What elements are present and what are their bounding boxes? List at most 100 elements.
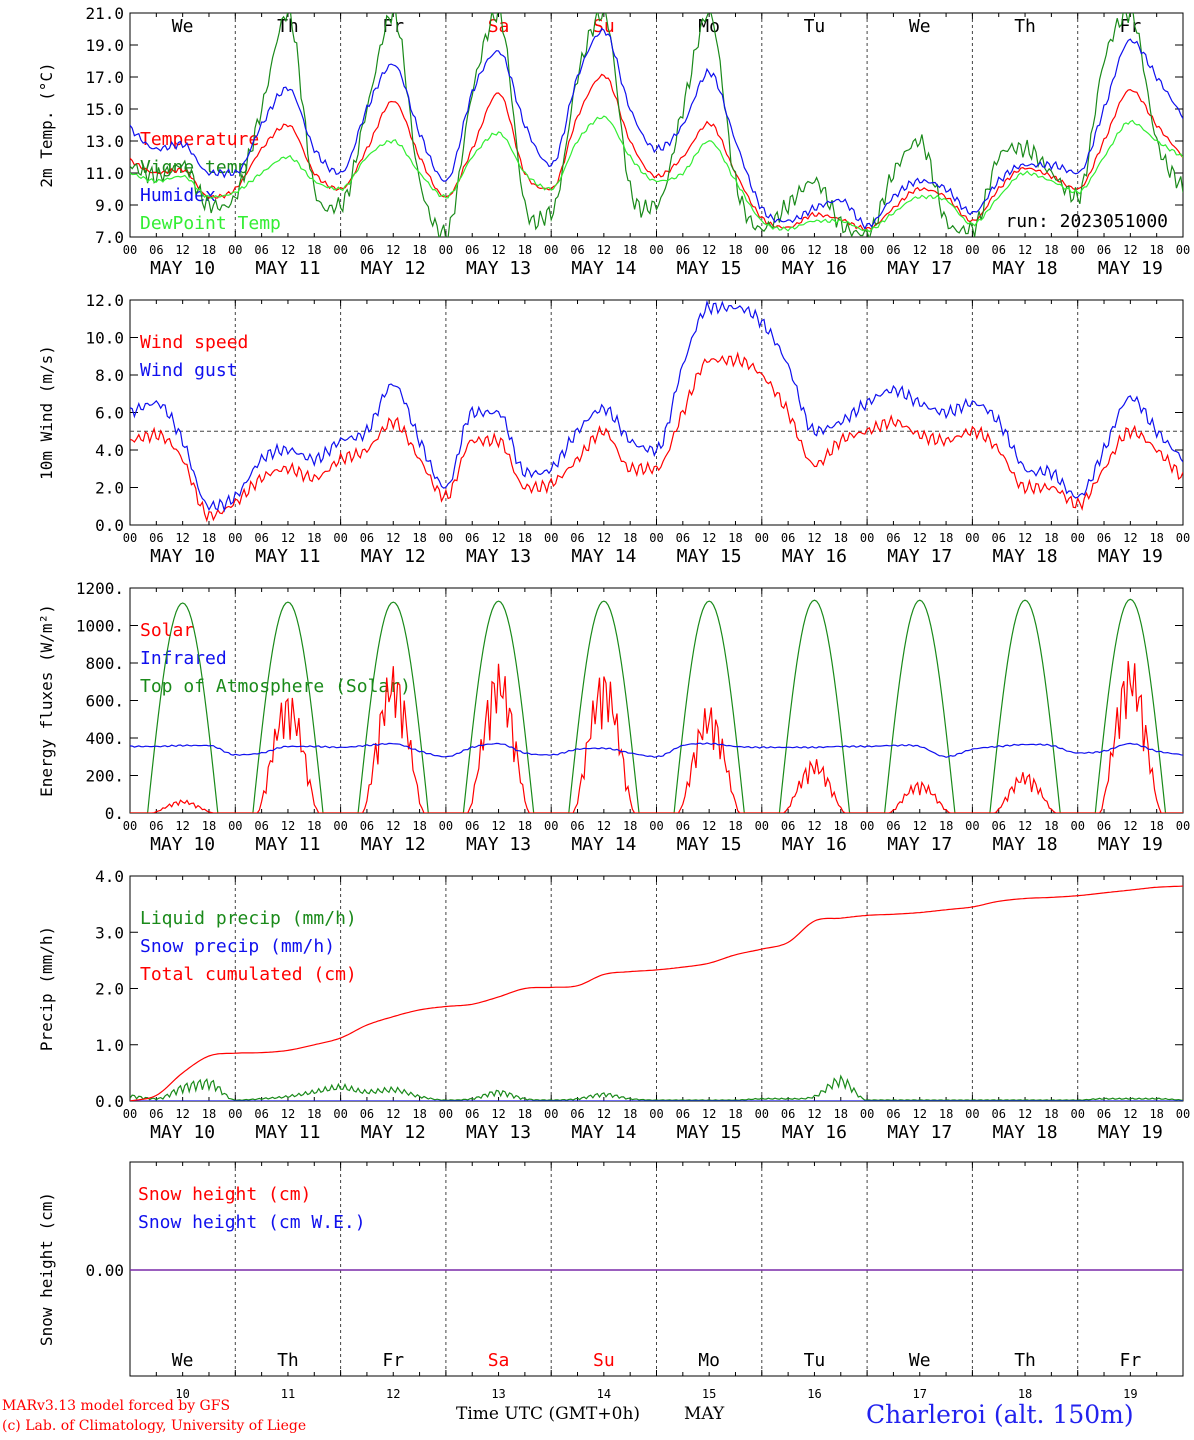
hour-tick-label: 18: [1044, 1107, 1058, 1121]
hour-tick-label: 00: [228, 243, 242, 257]
hour-tick-label: 00: [228, 819, 242, 833]
hour-tick-label: 18: [1149, 819, 1163, 833]
panel-2: 0.0 2.0 4.0 6.0 8.0 10.0 12.0 10m Wind (m/s) Win…: [37, 291, 1190, 567]
legend-entry: Solar: [140, 620, 194, 641]
hour-tick-label: 12: [807, 243, 821, 257]
hour-tick-label: 06: [254, 243, 268, 257]
hour-tick-label: 18: [307, 531, 321, 545]
weekday-label: Su: [593, 1350, 615, 1371]
y-tick-label: 11.0: [85, 164, 124, 183]
panel-5: 0.00 Snow height (cm) Snow height (cm) Snow…: [37, 1161, 1184, 1401]
date-label: MAY 18: [993, 834, 1058, 855]
hour-tick-label: 18: [518, 1107, 532, 1121]
date-label: MAY 15: [677, 1122, 742, 1143]
y-tick-label: 0.00: [85, 1261, 124, 1280]
date-label: MAY 11: [255, 1122, 320, 1143]
hour-tick-label: 00: [123, 243, 137, 257]
hour-tick-label: 06: [360, 1107, 374, 1121]
hour-tick-label: 00: [544, 819, 558, 833]
date-label: MAY 10: [150, 834, 215, 855]
hour-tick-label: 18: [834, 1107, 848, 1121]
hour-tick-label: 18: [307, 243, 321, 257]
hour-tick-label: 12: [1018, 531, 1032, 545]
hour-tick-label: 00: [965, 1107, 979, 1121]
day-number-label: 10: [175, 1387, 189, 1401]
date-label: MAY 10: [150, 1122, 215, 1143]
hour-tick-label: 06: [781, 531, 795, 545]
series-line: [130, 598, 1183, 813]
date-label: MAY 12: [361, 1122, 426, 1143]
hour-tick-label: 00: [860, 243, 874, 257]
model-credit: MARv3.13 model forced by GFS: [2, 1398, 231, 1414]
hour-tick-label: 06: [360, 243, 374, 257]
hour-tick-label: 18: [202, 531, 216, 545]
hour-tick-label: 18: [939, 531, 953, 545]
hour-tick-label: 18: [728, 819, 742, 833]
weekday-label: Th: [277, 1350, 299, 1371]
hour-tick-label: 18: [939, 1107, 953, 1121]
date-label: MAY 17: [887, 546, 952, 567]
date-label: MAY 14: [571, 1122, 636, 1143]
hour-tick-label: 18: [518, 243, 532, 257]
panel-3: 0. 200. 400. 600. 800. 1000. 1200. Energy fluxe…: [37, 579, 1190, 855]
hour-tick-label: 18: [412, 1107, 426, 1121]
panel-frame: [129, 12, 1184, 238]
date-label: MAY 14: [571, 834, 636, 855]
date-label: MAY 11: [255, 834, 320, 855]
hour-tick-label: 00: [1176, 819, 1190, 833]
hour-tick-label: 00: [755, 819, 769, 833]
hour-tick-label: 00: [860, 819, 874, 833]
hour-tick-label: 12: [913, 531, 927, 545]
weekday-label: Th: [1014, 16, 1036, 37]
hour-tick-label: 12: [281, 243, 295, 257]
y-tick-label: 1000.: [76, 617, 124, 636]
hour-tick-label: 12: [1123, 243, 1137, 257]
hour-tick-label: 06: [1097, 819, 1111, 833]
hour-tick-label: 00: [965, 819, 979, 833]
hour-tick-label: 18: [412, 819, 426, 833]
hour-tick-label: 18: [1149, 1107, 1163, 1121]
series-line: [130, 300, 1183, 513]
hour-tick-label: 18: [834, 531, 848, 545]
hour-tick-label: 06: [149, 531, 163, 545]
hour-tick-label: 12: [702, 531, 716, 545]
hour-tick-label: 12: [386, 819, 400, 833]
hour-tick-label: 06: [991, 531, 1005, 545]
hour-tick-label: 00: [439, 819, 453, 833]
date-label: MAY 17: [887, 1122, 952, 1143]
day-number-label: 11: [281, 1387, 295, 1401]
month-label: MAY: [684, 1404, 725, 1424]
hour-tick-label: 06: [465, 531, 479, 545]
legend-entry: Snow height (cm): [138, 1184, 311, 1205]
hour-tick-label: 12: [281, 1107, 295, 1121]
weekday-label: Fr: [382, 16, 404, 37]
legend-entry: Temperature: [140, 129, 259, 150]
day-number-label: 18: [1018, 1387, 1032, 1401]
hour-tick-label: 06: [676, 819, 690, 833]
date-label: MAY 14: [571, 546, 636, 567]
y-tick-label: 9.0: [95, 196, 124, 215]
hour-tick-label: 00: [965, 531, 979, 545]
y-axis-title: Energy fluxes (W/m²): [37, 604, 56, 797]
weekday-label: Sa: [488, 16, 510, 37]
series-line: [130, 885, 1183, 1101]
date-label: MAY 16: [782, 258, 847, 279]
hour-tick-label: 12: [913, 819, 927, 833]
hour-tick-label: 12: [491, 531, 505, 545]
hour-tick-label: 00: [228, 531, 242, 545]
y-tick-label: 2.0: [95, 479, 124, 498]
hour-tick-label: 12: [386, 243, 400, 257]
day-number-label: 16: [807, 1387, 821, 1401]
date-label: MAY 19: [1098, 546, 1163, 567]
hour-tick-label: 00: [649, 531, 663, 545]
hour-tick-label: 12: [1123, 531, 1137, 545]
hour-tick-label: 06: [886, 243, 900, 257]
hour-tick-label: 12: [491, 1107, 505, 1121]
y-tick-label: 3.0: [95, 923, 124, 942]
hour-tick-label: 18: [307, 1107, 321, 1121]
legend-entry: Humidex: [140, 185, 216, 206]
hour-tick-label: 06: [991, 1107, 1005, 1121]
y-tick-label: 2.0: [95, 980, 124, 999]
hour-tick-label: 06: [1097, 531, 1111, 545]
hour-tick-label: 12: [175, 1107, 189, 1121]
